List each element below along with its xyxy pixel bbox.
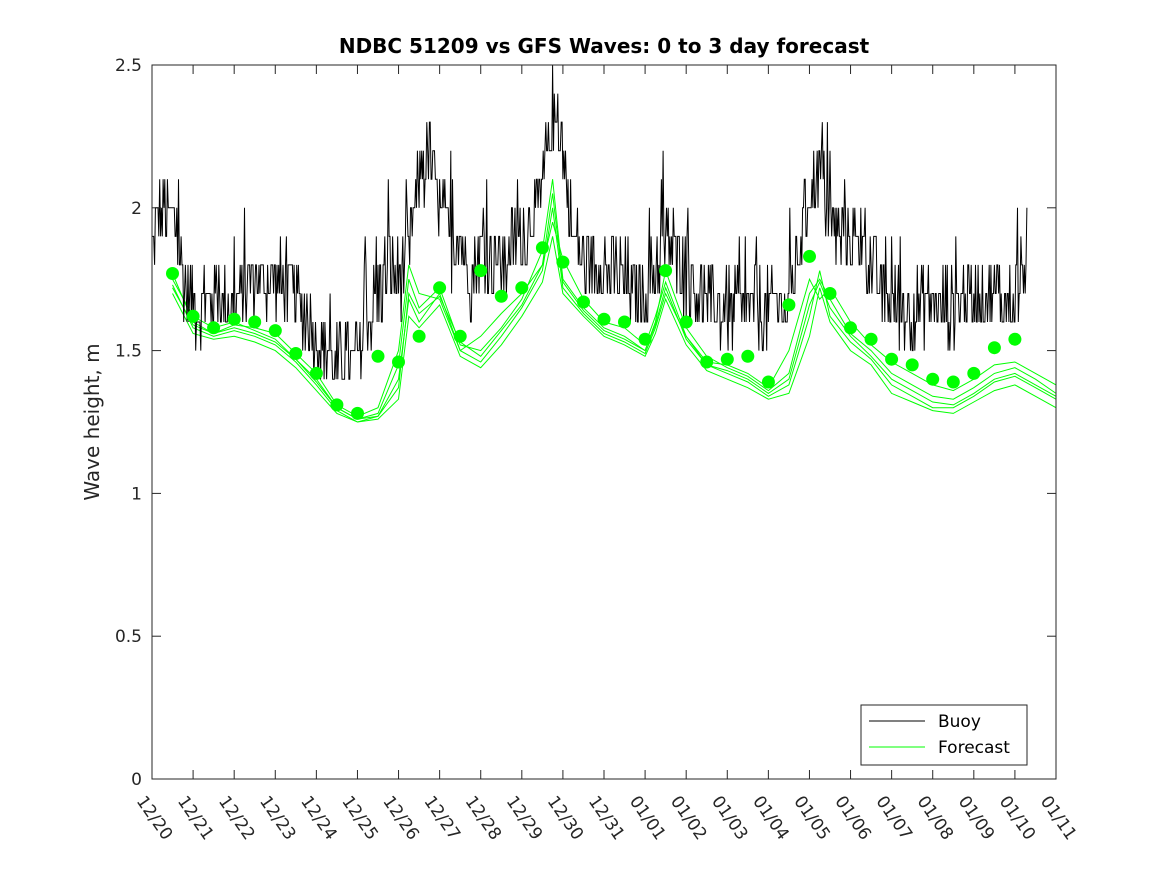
- forecast-dot: [597, 312, 611, 326]
- forecast-dot: [618, 315, 631, 329]
- legend: Buoy Forecast: [860, 704, 1028, 766]
- forecast-dot: [967, 366, 981, 380]
- forecast-dot: [1008, 332, 1022, 346]
- forecast-dot: [433, 281, 447, 295]
- forecast-dot: [494, 289, 508, 303]
- forecast-dot: [289, 347, 303, 360]
- forecast-dot: [166, 267, 179, 280]
- y-axis-ticks: 0 0.5 1 1.5 2 2.5: [115, 56, 1056, 790]
- forecast-dot: [987, 341, 1001, 355]
- forecast-dot: [844, 321, 857, 335]
- forecast-dot: [474, 264, 488, 278]
- forecast-dot: [926, 372, 940, 386]
- forecast-dot: [946, 375, 960, 389]
- forecast-dot: [248, 315, 262, 329]
- forecast-dot: [268, 324, 282, 338]
- forecast-dot: [535, 241, 549, 255]
- forecast-dots: [166, 241, 1022, 420]
- forecast-dot: [885, 352, 899, 366]
- legend-box: [860, 704, 1028, 766]
- forecast-dot: [227, 312, 241, 326]
- forecast-dot: [309, 366, 323, 380]
- forecast-dot: [659, 264, 673, 278]
- forecast-dot: [186, 309, 200, 323]
- y-tick-label: 2: [131, 199, 142, 219]
- forecast-dot: [864, 332, 878, 346]
- forecast-dot: [330, 398, 344, 412]
- forecast-dot: [803, 249, 816, 263]
- forecast-dot: [515, 281, 529, 295]
- forecast-dot: [351, 406, 364, 420]
- buoy-line: [152, 64, 1028, 380]
- forecast-dot: [700, 355, 714, 369]
- forecast-dot: [371, 349, 385, 363]
- forecast-dot: [577, 295, 590, 309]
- forecast-dot: [412, 329, 426, 343]
- buoy-series: [152, 64, 1028, 380]
- forecast-dot: [782, 298, 796, 312]
- plot-area: [152, 65, 1056, 779]
- forecast-dot: [679, 315, 693, 329]
- forecast-dot: [556, 255, 570, 269]
- y-tick-label: 1.5: [115, 342, 142, 362]
- forecast-dot: [720, 352, 734, 366]
- chart-title: NDBC 51209 vs GFS Waves: 0 to 3 day fore…: [339, 34, 870, 58]
- forecast-dot: [392, 355, 405, 369]
- y-tick-label: 0: [131, 770, 142, 790]
- y-axis-label: Wave height, m: [80, 343, 104, 500]
- forecast-dot: [823, 287, 837, 300]
- y-tick-label: 0.5: [115, 627, 142, 647]
- y-tick-label: 1: [131, 484, 142, 504]
- forecast-dot: [207, 321, 221, 335]
- legend-forecast-label: Forecast: [938, 738, 1010, 758]
- forecast-dot: [905, 358, 919, 372]
- forecast-dot: [741, 349, 755, 363]
- forecast-dot: [453, 329, 467, 343]
- y-tick-label: 2.5: [115, 56, 142, 76]
- forecast-dot: [638, 332, 652, 346]
- forecast-dot: [761, 375, 775, 389]
- legend-buoy-label: Buoy: [938, 712, 981, 732]
